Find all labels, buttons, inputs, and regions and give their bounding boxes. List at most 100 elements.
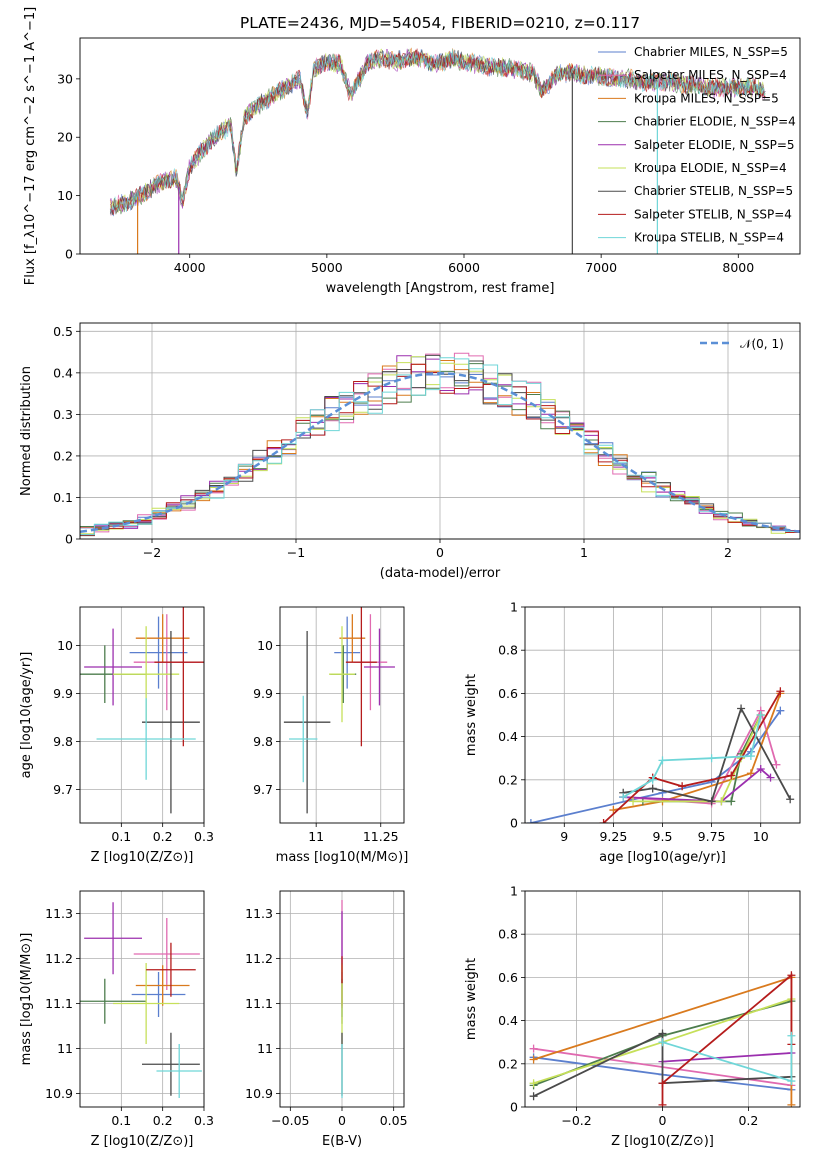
error-bar-point-1 (133, 918, 200, 990)
x-tick-label: 2 (724, 545, 732, 560)
y-tick-label: 11.2 (45, 951, 73, 966)
x-axis-label: Z [log10(Z/Z⊙)] (91, 850, 194, 865)
x-tick-label: 0.3 (194, 1113, 214, 1128)
y-tick-label: 0 (510, 1100, 518, 1115)
axes-frame (79, 606, 205, 824)
weight-marker (529, 1044, 538, 1053)
y-tick-label: 1 (510, 600, 518, 615)
x-tick-label: 0.05 (380, 1113, 408, 1128)
y-tick-label: 0.2 (498, 1056, 518, 1071)
weight-marker (772, 760, 781, 769)
y-axis-label: mass weight (464, 674, 479, 756)
error-bar-point-6 (142, 631, 200, 814)
x-tick-label: 9.75 (698, 829, 726, 844)
error-bar-point-0 (131, 972, 186, 1017)
spectrum-series-7 (109, 48, 766, 215)
x-axis-label: E(B-V) (322, 1134, 362, 1149)
weight-marker (727, 771, 736, 780)
weight-marker (787, 971, 796, 980)
weight-marker (609, 806, 618, 815)
y-tick-label: 11 (57, 1041, 73, 1056)
weight-line-2 (613, 693, 782, 811)
y-tick-label: 11.3 (245, 906, 273, 921)
axes-frame (79, 890, 205, 1108)
y-tick-label: 11.2 (245, 951, 273, 966)
panel-age-vs-Z: 0.1 0.2 0.3 9.7 9.8 9.9 10 Z [log10(Z/Z⊙)] age [… (19, 606, 214, 865)
weight-marker (707, 797, 716, 806)
weight-marker (529, 1079, 538, 1088)
weight-marker (526, 819, 535, 823)
y-tick-label: 11.1 (45, 996, 73, 1011)
legend-entry: Salpeter ELODIE, N_SSP=5 (634, 138, 795, 152)
error-bar-point-7 (146, 942, 196, 997)
y-tick-label: 9.9 (253, 686, 273, 701)
weight-line-4 (623, 767, 772, 803)
x-tick-label: 4000 (174, 260, 206, 275)
panel-mass-vs-Z: 0.1 0.2 0.3 10.9 11 11.1 11.2 11.3 Z [log10(Z/Z⊙… (19, 890, 214, 1149)
weight-line-4 (662, 1052, 792, 1063)
x-tick-label: 0.2 (153, 1113, 173, 1128)
legend-entry: Salpeter MILES, N_SSP=4 (634, 68, 787, 82)
y-axis-label: Normed distribution (19, 366, 34, 496)
x-tick-label: 11 (308, 829, 324, 844)
plot-area (80, 607, 204, 814)
y-tick-label: 0.3 (53, 407, 73, 422)
y-tick-label: 0.2 (53, 448, 73, 463)
weight-marker (787, 1100, 796, 1107)
panel-residuals: −2 −1 0 1 2 0 0.1 0.2 0.3 0.4 0.5 (data-model)/erro… (19, 322, 801, 581)
y-tick-label: 1 (510, 884, 518, 899)
x-tick-label: 9.5 (653, 829, 673, 844)
y-axis-label: mass [log10(M/M⊙)] (19, 933, 34, 1066)
weight-marker (756, 765, 765, 773)
error-bar-point-0 (334, 616, 361, 689)
y-axis-label: mass weight (464, 958, 479, 1040)
legend: Chabrier MILES, N_SSP=5 Salpeter MILES, N… (598, 45, 796, 245)
y-tick-label: 11.3 (45, 906, 73, 921)
x-tick-label: 11.25 (363, 829, 399, 844)
legend-entry: 𝒩(0, 1) (740, 337, 784, 351)
y-tick-label: 20 (57, 130, 73, 145)
error-bar-point-0 (129, 616, 188, 689)
y-tick-label: 0.8 (498, 643, 518, 658)
weight-marker (658, 1038, 667, 1047)
weight-marker (658, 1029, 667, 1038)
error-bar-point-8 (96, 698, 196, 780)
x-tick-label: 8000 (722, 260, 754, 275)
figure-title: PLATE=2436, MJD=54054, FIBERID=0210, z=0… (240, 14, 640, 32)
x-tick-label: −0.2 (561, 1113, 591, 1128)
weight-marker (629, 797, 638, 806)
x-axis-label: age [log10(age/yr)] (599, 850, 726, 865)
weight-line-7 (602, 690, 782, 823)
weight-line-6 (533, 1032, 792, 1098)
x-tick-label: 6000 (448, 260, 480, 275)
plot-area (283, 607, 395, 814)
y-tick-label: 10 (57, 188, 73, 203)
error-bar-point-5 (113, 963, 180, 1044)
x-axis-label: mass [log10(M/M⊙)] (276, 850, 409, 865)
weight-line-5 (633, 714, 762, 803)
error-bar-point-2 (135, 614, 190, 663)
error-bar-point-5 (329, 626, 355, 723)
y-tick-label: 11.1 (245, 996, 273, 1011)
weight-marker (658, 1079, 667, 1088)
weight-marker (619, 793, 628, 802)
y-tick-label: 0 (65, 532, 73, 547)
panel-mass-vs-EBV: −0.05 0 0.05 10.9 11 11.1 11.2 11.3 E(B-V) (245, 890, 408, 1149)
error-bar-point-6 (283, 631, 331, 814)
x-tick-label: −2 (143, 545, 161, 560)
x-tick-label: 0 (338, 1113, 346, 1128)
y-tick-label: 9.8 (53, 734, 73, 749)
error-bar-point-7 (154, 607, 204, 747)
error-bar-point-4 (84, 628, 142, 706)
x-tick-label: 9.25 (599, 829, 627, 844)
weight-marker (787, 1031, 796, 1040)
x-tick-label: 1 (580, 545, 588, 560)
legend-entry: Kroupa STELIB, N_SSP=4 (634, 231, 784, 245)
panel-age-vs-mass: 11 11.25 9.7 9.8 9.9 10 mass [log10(M/M⊙)] (253, 606, 409, 865)
error-bar-point-3 (80, 978, 147, 1024)
x-tick-label: 0 (436, 545, 444, 560)
plot-area (529, 971, 796, 1107)
y-tick-label: 9.7 (253, 782, 273, 797)
weight-marker (529, 1092, 538, 1101)
